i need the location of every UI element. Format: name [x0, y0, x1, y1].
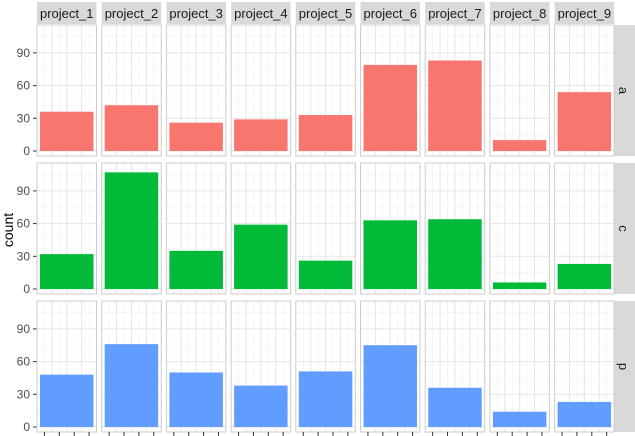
facet-strip-project_3: [166, 2, 226, 24]
y-tick-label-a-30: 30: [17, 111, 31, 125]
y-axis-label: count: [0, 213, 16, 247]
panel-border: [424, 162, 486, 295]
facet-panels: project_1 project_2 project_3 project_4 proj…: [17, 2, 635, 436]
bar-a-project_8: [492, 140, 547, 151]
panel-border: [554, 162, 615, 295]
panel-border: [489, 300, 550, 433]
panel-border: [101, 300, 162, 433]
panel-border: [554, 24, 615, 157]
panel-border: [36, 24, 97, 157]
bar-a-project_6: [363, 64, 417, 151]
facet-strip-a: [611, 25, 635, 156]
panel-border: [101, 24, 162, 157]
panel-border: [295, 162, 356, 295]
y-tick-label-p-0: 0: [23, 420, 30, 434]
bar-p-project_4: [234, 385, 288, 427]
panel-border: [360, 162, 421, 295]
bar-p-project_2: [104, 344, 159, 427]
facet-strip-label-project_4: project_4: [234, 6, 287, 21]
facet-strip-label-c: c: [616, 225, 631, 232]
bar-c-project_6: [363, 220, 417, 289]
facet-strip-p: [611, 301, 635, 432]
facet-strip-project_1: [37, 2, 97, 24]
facet-strip-label-project_6: project_6: [364, 6, 417, 21]
panel-border: [489, 24, 550, 157]
facet-strip-label-project_3: project_3: [169, 6, 222, 21]
facet-strip-project_2: [101, 2, 162, 24]
bar-a-project_2: [104, 105, 159, 151]
panel-border: [165, 24, 227, 157]
facet-strip-project_7: [425, 2, 485, 24]
facet-strip-label-project_7: project_7: [428, 6, 481, 21]
panel-border: [295, 24, 356, 157]
panel-border: [101, 162, 162, 295]
facet-strip-label-project_8: project_8: [493, 6, 546, 21]
bar-a-project_1: [40, 111, 94, 151]
y-tick-label-a-90: 90: [17, 46, 31, 60]
y-tick-label-p-60: 60: [17, 355, 31, 369]
y-tick-label-c-60: 60: [17, 217, 31, 231]
bar-a-project_5: [298, 115, 353, 151]
facet-strip-label-project_2: project_2: [105, 6, 158, 21]
facet-strip-label-project_9: project_9: [558, 6, 611, 21]
panel-border: [230, 300, 292, 433]
bar-p-project_8: [492, 411, 547, 427]
bar-a-project_9: [557, 92, 612, 151]
bar-c-project_9: [557, 263, 612, 289]
bar-a-project_4: [234, 119, 288, 151]
bar-p-project_3: [169, 372, 223, 427]
bar-a-project_3: [169, 122, 223, 151]
panel-border: [230, 24, 292, 157]
bar-p-project_1: [40, 374, 94, 427]
bar-c-project_7: [428, 219, 482, 289]
panel-border: [36, 162, 97, 295]
bar-p-project_5: [298, 371, 353, 427]
facet-strip-project_9: [554, 2, 615, 24]
facet-strip-label-project_5: project_5: [299, 6, 352, 21]
facet-strip-c: [611, 163, 635, 294]
panel-border: [36, 300, 97, 433]
panel-border: [165, 300, 227, 433]
bar-c-project_3: [169, 250, 223, 289]
bar-p-project_9: [557, 401, 612, 427]
facet-strip-project_5: [295, 2, 356, 24]
panel-border: [554, 300, 615, 433]
panel-border: [424, 24, 486, 157]
y-tick-label-p-30: 30: [17, 387, 31, 401]
bar-c-project_8: [492, 282, 547, 289]
bar-c-project_5: [298, 260, 353, 289]
facet-strip-label-project_1: project_1: [40, 6, 93, 21]
panel-border: [360, 24, 421, 157]
bar-p-project_7: [428, 387, 482, 427]
panel-border: [489, 162, 550, 295]
y-tick-label-a-0: 0: [23, 144, 30, 158]
panel-border: [165, 162, 227, 295]
facet-strip-project_6: [360, 2, 420, 24]
facet-strip-project_8: [489, 2, 550, 24]
y-tick-label-p-90: 90: [17, 322, 31, 336]
panel-border: [295, 300, 356, 433]
y-tick-label-c-0: 0: [23, 282, 30, 296]
y-tick-label-a-60: 60: [17, 79, 31, 93]
panel-border: [230, 162, 292, 295]
bar-c-project_1: [40, 254, 94, 289]
bar-a-project_7: [428, 60, 482, 151]
y-tick-label-c-90: 90: [17, 184, 31, 198]
facet-strip-label-p: p: [616, 363, 631, 370]
bar-p-project_6: [363, 345, 417, 427]
y-tick-label-c-30: 30: [17, 249, 31, 263]
facet-strip-project_4: [231, 2, 291, 24]
facet-strip-label-a: a: [616, 87, 631, 95]
bar-c-project_4: [234, 224, 288, 289]
panel-border: [360, 300, 421, 433]
bar-c-project_2: [104, 172, 159, 289]
panel-border: [424, 300, 486, 433]
